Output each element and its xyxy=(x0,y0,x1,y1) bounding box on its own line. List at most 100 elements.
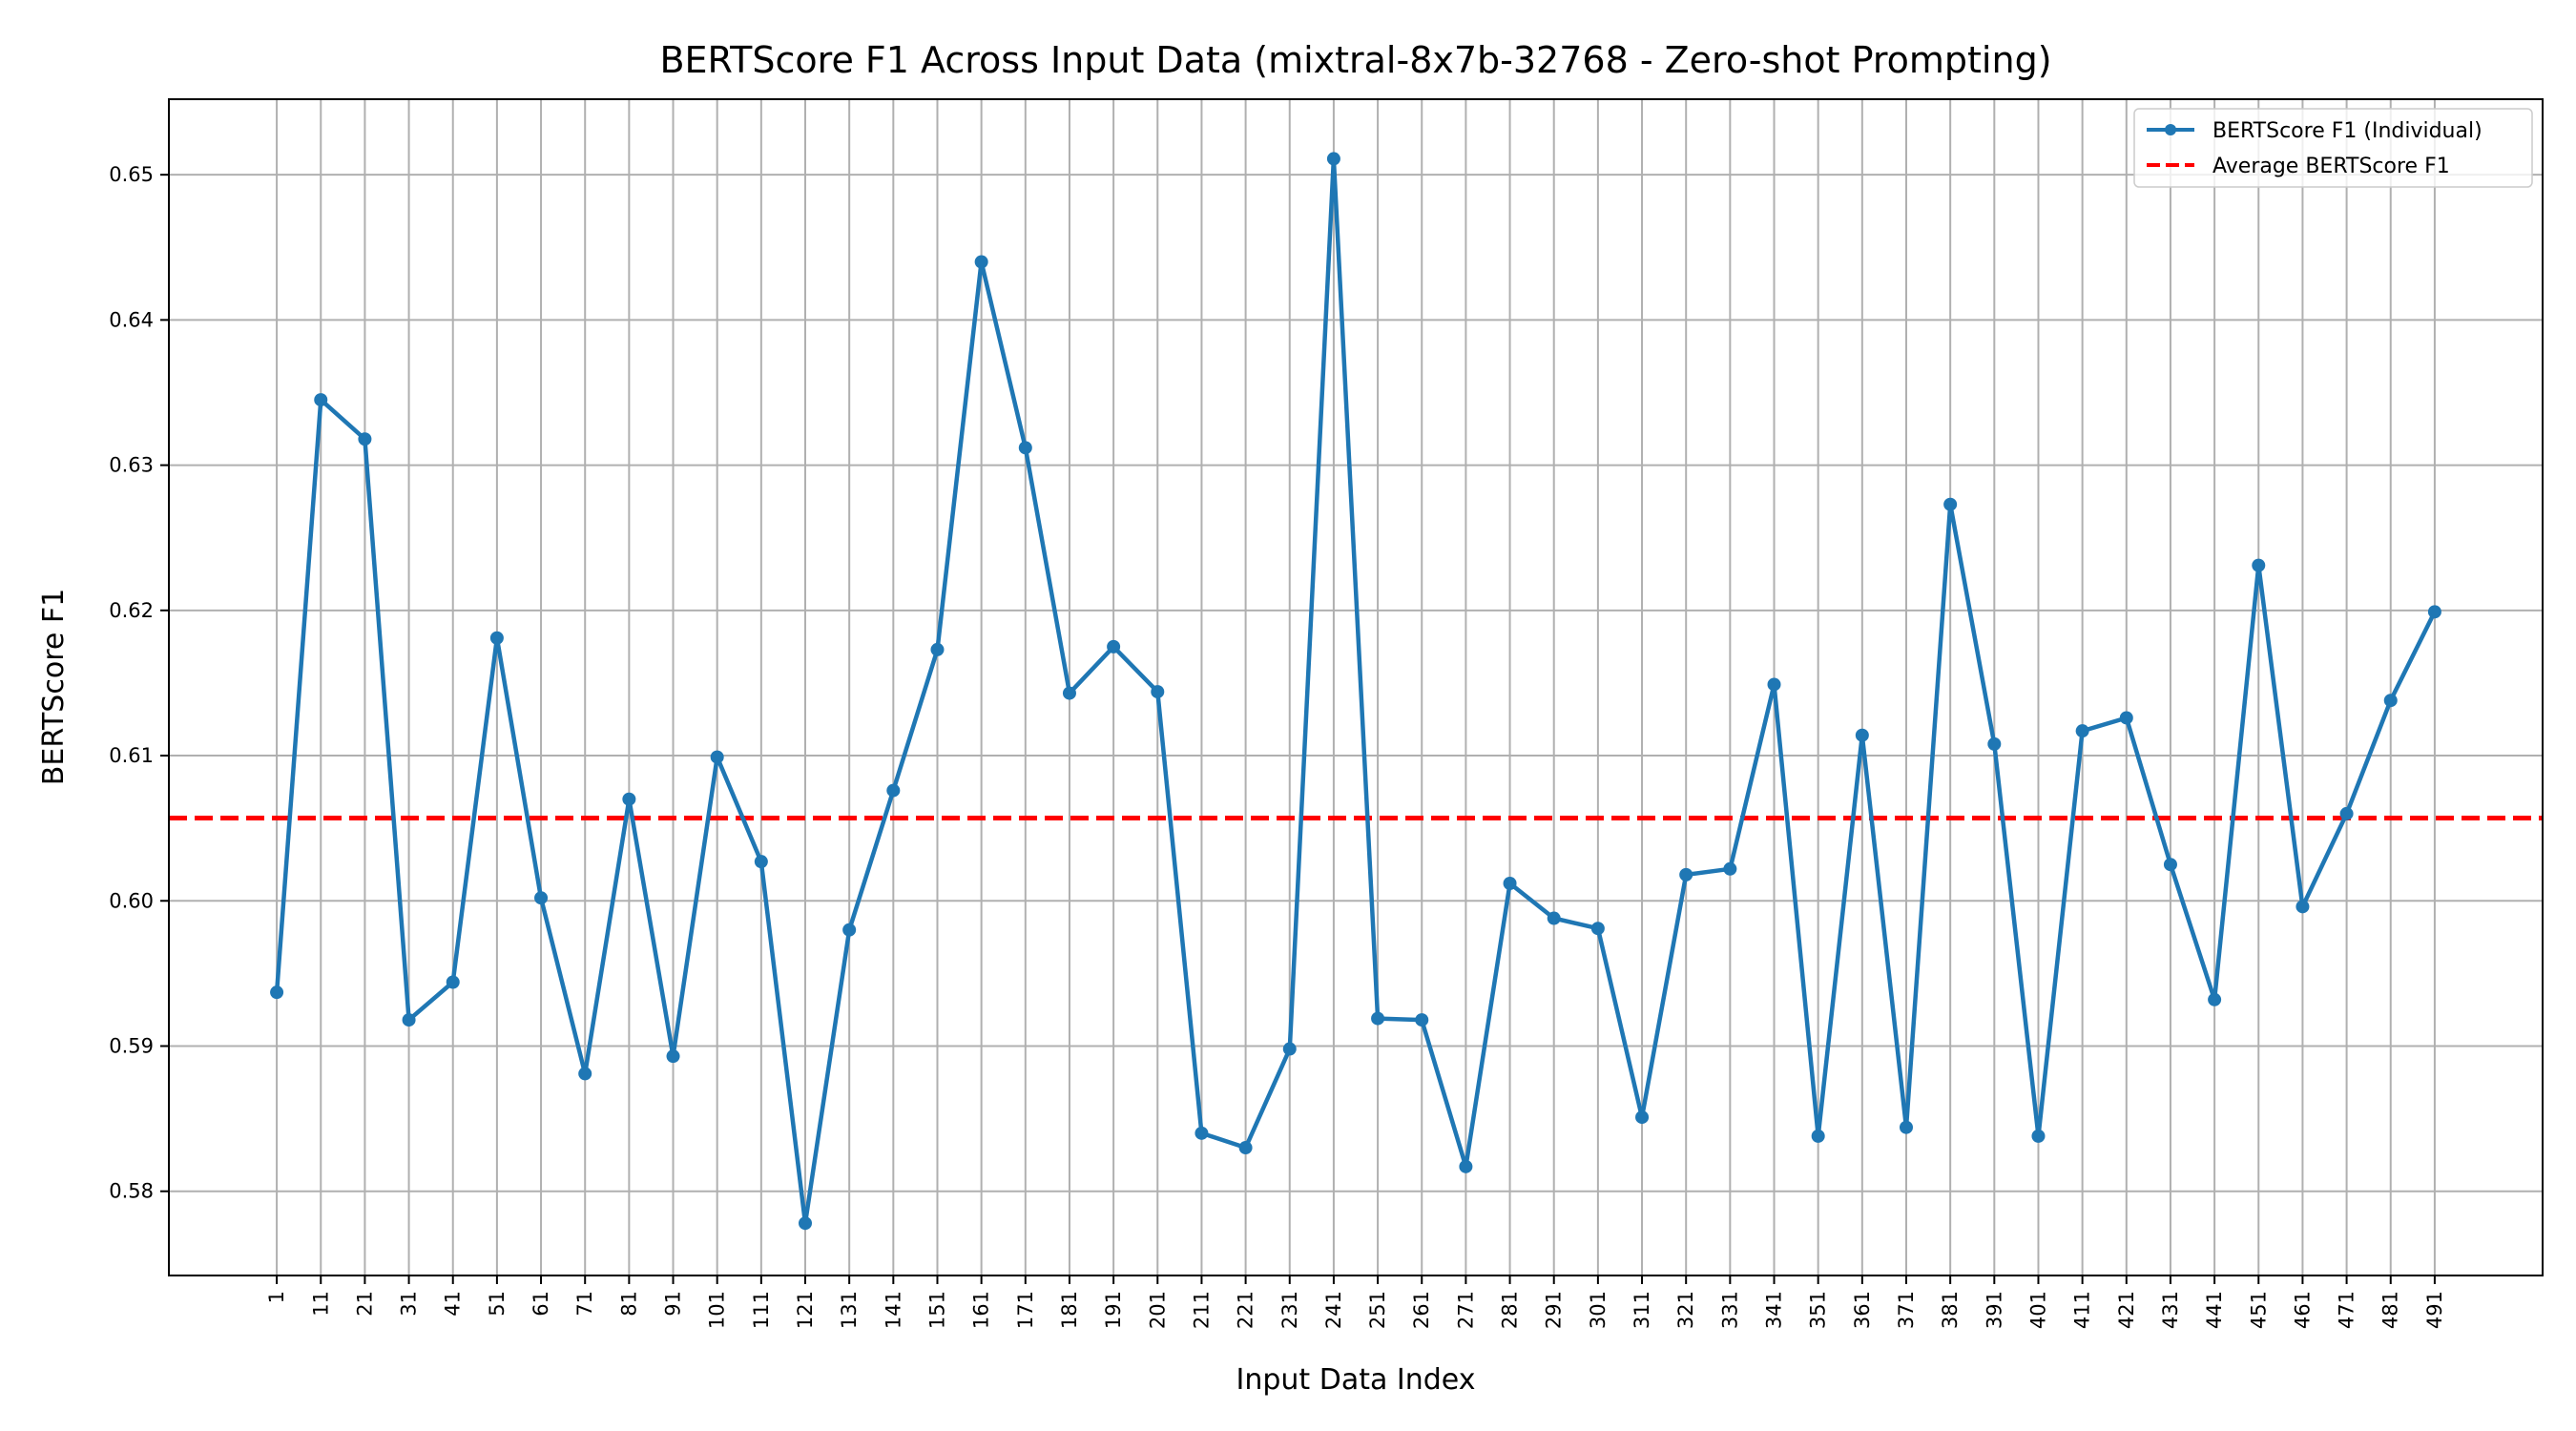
x-tick-label: 211 xyxy=(1190,1291,1213,1329)
y-tick-label: 0.64 xyxy=(109,308,154,331)
x-tick-label: 191 xyxy=(1102,1291,1125,1329)
legend-marker-individual xyxy=(2165,124,2176,135)
data-point xyxy=(402,1013,416,1027)
y-tick-label: 0.59 xyxy=(109,1034,154,1057)
data-point xyxy=(842,923,857,937)
y-tick-label: 0.58 xyxy=(109,1180,154,1203)
x-tick-label: 11 xyxy=(309,1291,332,1317)
x-tick-label: 491 xyxy=(2423,1291,2446,1329)
data-point xyxy=(2208,992,2222,1006)
data-point xyxy=(1238,1141,1253,1155)
data-point xyxy=(1855,728,1869,742)
x-tick-label: 401 xyxy=(2026,1291,2049,1329)
x-tick-label: 431 xyxy=(2159,1291,2182,1329)
data-point xyxy=(1195,1126,1209,1140)
data-point xyxy=(1987,736,2002,751)
plot-frame xyxy=(168,98,2544,1276)
x-tick-label: 301 xyxy=(1587,1291,1610,1329)
x-tick-label: 421 xyxy=(2115,1291,2138,1329)
data-point xyxy=(1459,1159,1473,1173)
x-tick-label: 51 xyxy=(486,1291,509,1317)
x-tick-label: 181 xyxy=(1058,1291,1081,1329)
x-tick-label: 481 xyxy=(2379,1291,2402,1329)
y-tick-label: 0.65 xyxy=(109,163,154,186)
data-point xyxy=(2383,694,2398,708)
data-point xyxy=(1590,922,1605,936)
y-axis-label: BERTScore F1 xyxy=(37,589,71,785)
series-layer xyxy=(270,152,2441,1231)
x-tick-label: 41 xyxy=(442,1291,465,1317)
data-point xyxy=(622,792,636,806)
x-tick-label: 81 xyxy=(617,1291,640,1317)
x-axis-label: Input Data Index xyxy=(1236,1363,1476,1397)
x-tick-label: 71 xyxy=(573,1291,596,1317)
x-tick-label: 231 xyxy=(1278,1291,1301,1329)
x-tick-label: 311 xyxy=(1631,1291,1653,1329)
data-point xyxy=(578,1067,592,1081)
x-tick-label: 331 xyxy=(1718,1291,1741,1329)
x-axis-ticks: 1 11 21 31 41 51 61 71 81 91 101 111 121 131 141 151 161… xyxy=(265,1275,2446,1329)
data-point xyxy=(886,783,901,798)
data-point xyxy=(1503,877,1517,890)
x-tick-label: 101 xyxy=(706,1291,729,1329)
x-tick-label: 371 xyxy=(1895,1291,1918,1329)
data-point xyxy=(1415,1013,1429,1027)
data-point xyxy=(1062,686,1076,700)
chart-title: BERTScore F1 Across Input Data (mixtral-… xyxy=(659,39,2051,81)
data-point xyxy=(1282,1042,1297,1056)
data-point xyxy=(666,1049,680,1064)
y-tick-label: 0.61 xyxy=(109,744,154,767)
x-tick-label: 261 xyxy=(1410,1291,1433,1329)
x-tick-label: 251 xyxy=(1366,1291,1389,1329)
data-point xyxy=(1371,1011,1385,1026)
data-point xyxy=(1899,1120,1913,1134)
x-tick-label: 221 xyxy=(1235,1291,1257,1329)
legend-box xyxy=(2133,108,2533,188)
data-point xyxy=(974,255,988,269)
data-point xyxy=(2252,558,2266,572)
legend-label-average: Average BERTScore F1 xyxy=(2212,155,2450,178)
y-tick-label: 0.63 xyxy=(109,454,154,477)
data-point xyxy=(1679,867,1693,881)
data-point xyxy=(2119,711,2133,725)
x-tick-label: 271 xyxy=(1454,1291,1477,1329)
x-tick-label: 321 xyxy=(1674,1291,1697,1329)
data-point xyxy=(358,432,372,446)
x-tick-label: 141 xyxy=(882,1291,904,1329)
y-axis-ticks: 0.58 0.59 0.60 0.61 0.62 0.63 0.64 0.65 xyxy=(109,163,169,1203)
x-tick-label: 1 xyxy=(265,1291,288,1303)
data-point xyxy=(1326,152,1340,166)
x-tick-label: 461 xyxy=(2291,1291,2314,1329)
data-point xyxy=(2339,806,2354,820)
x-tick-label: 291 xyxy=(1543,1291,1566,1329)
data-point xyxy=(2296,900,2310,914)
data-point xyxy=(1943,497,1958,511)
x-tick-label: 451 xyxy=(2247,1291,2270,1329)
data-point xyxy=(1635,1110,1650,1125)
x-tick-label: 151 xyxy=(925,1291,948,1329)
data-point xyxy=(710,750,724,764)
x-tick-label: 121 xyxy=(794,1291,817,1329)
data-point xyxy=(1018,441,1032,455)
x-tick-label: 351 xyxy=(1807,1291,1830,1329)
data-point xyxy=(799,1216,813,1231)
data-point xyxy=(2163,858,2177,872)
x-tick-label: 111 xyxy=(750,1291,773,1329)
x-tick-label: 31 xyxy=(398,1291,421,1317)
y-tick-label: 0.60 xyxy=(109,889,154,912)
series-line xyxy=(274,156,2437,1226)
x-tick-label: 411 xyxy=(2071,1291,2094,1329)
x-tick-label: 381 xyxy=(1939,1291,1962,1329)
grid xyxy=(169,99,2543,1275)
data-point xyxy=(1767,677,1781,692)
data-point xyxy=(1811,1129,1825,1143)
x-tick-label: 361 xyxy=(1851,1291,1874,1329)
data-point xyxy=(754,855,768,869)
x-tick-label: 91 xyxy=(662,1291,685,1317)
x-tick-label: 441 xyxy=(2203,1291,2226,1329)
data-point xyxy=(314,393,328,407)
data-point xyxy=(270,985,284,1000)
x-tick-label: 171 xyxy=(1014,1291,1037,1329)
